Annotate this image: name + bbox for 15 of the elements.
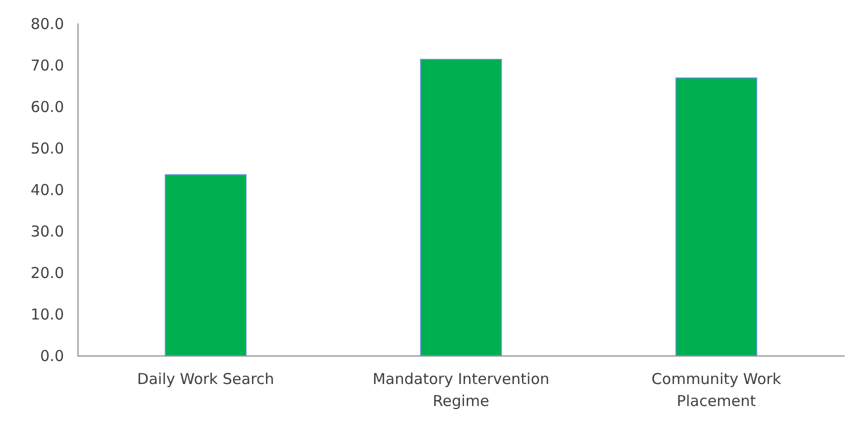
y-tick-label: 30.0: [30, 222, 64, 240]
y-tick-label: 70.0: [30, 56, 64, 74]
y-tick-label: 80.0: [30, 15, 64, 33]
y-tick-label: 20.0: [30, 264, 64, 282]
bar: [420, 58, 502, 356]
y-tick-label: 40.0: [30, 181, 64, 199]
x-tick-label: Daily Work Search: [137, 370, 274, 388]
y-tick-label: 0.0: [40, 347, 64, 365]
bar: [675, 78, 758, 356]
y-tick-label: 10.0: [30, 306, 64, 324]
y-tick-label: 50.0: [30, 140, 64, 158]
x-tick-label: Mandatory Intervention Regime: [372, 370, 550, 410]
bar: [164, 174, 247, 356]
y-tick-label: 60.0: [30, 98, 64, 116]
x-tick-label: Community Work Placement: [652, 370, 782, 410]
